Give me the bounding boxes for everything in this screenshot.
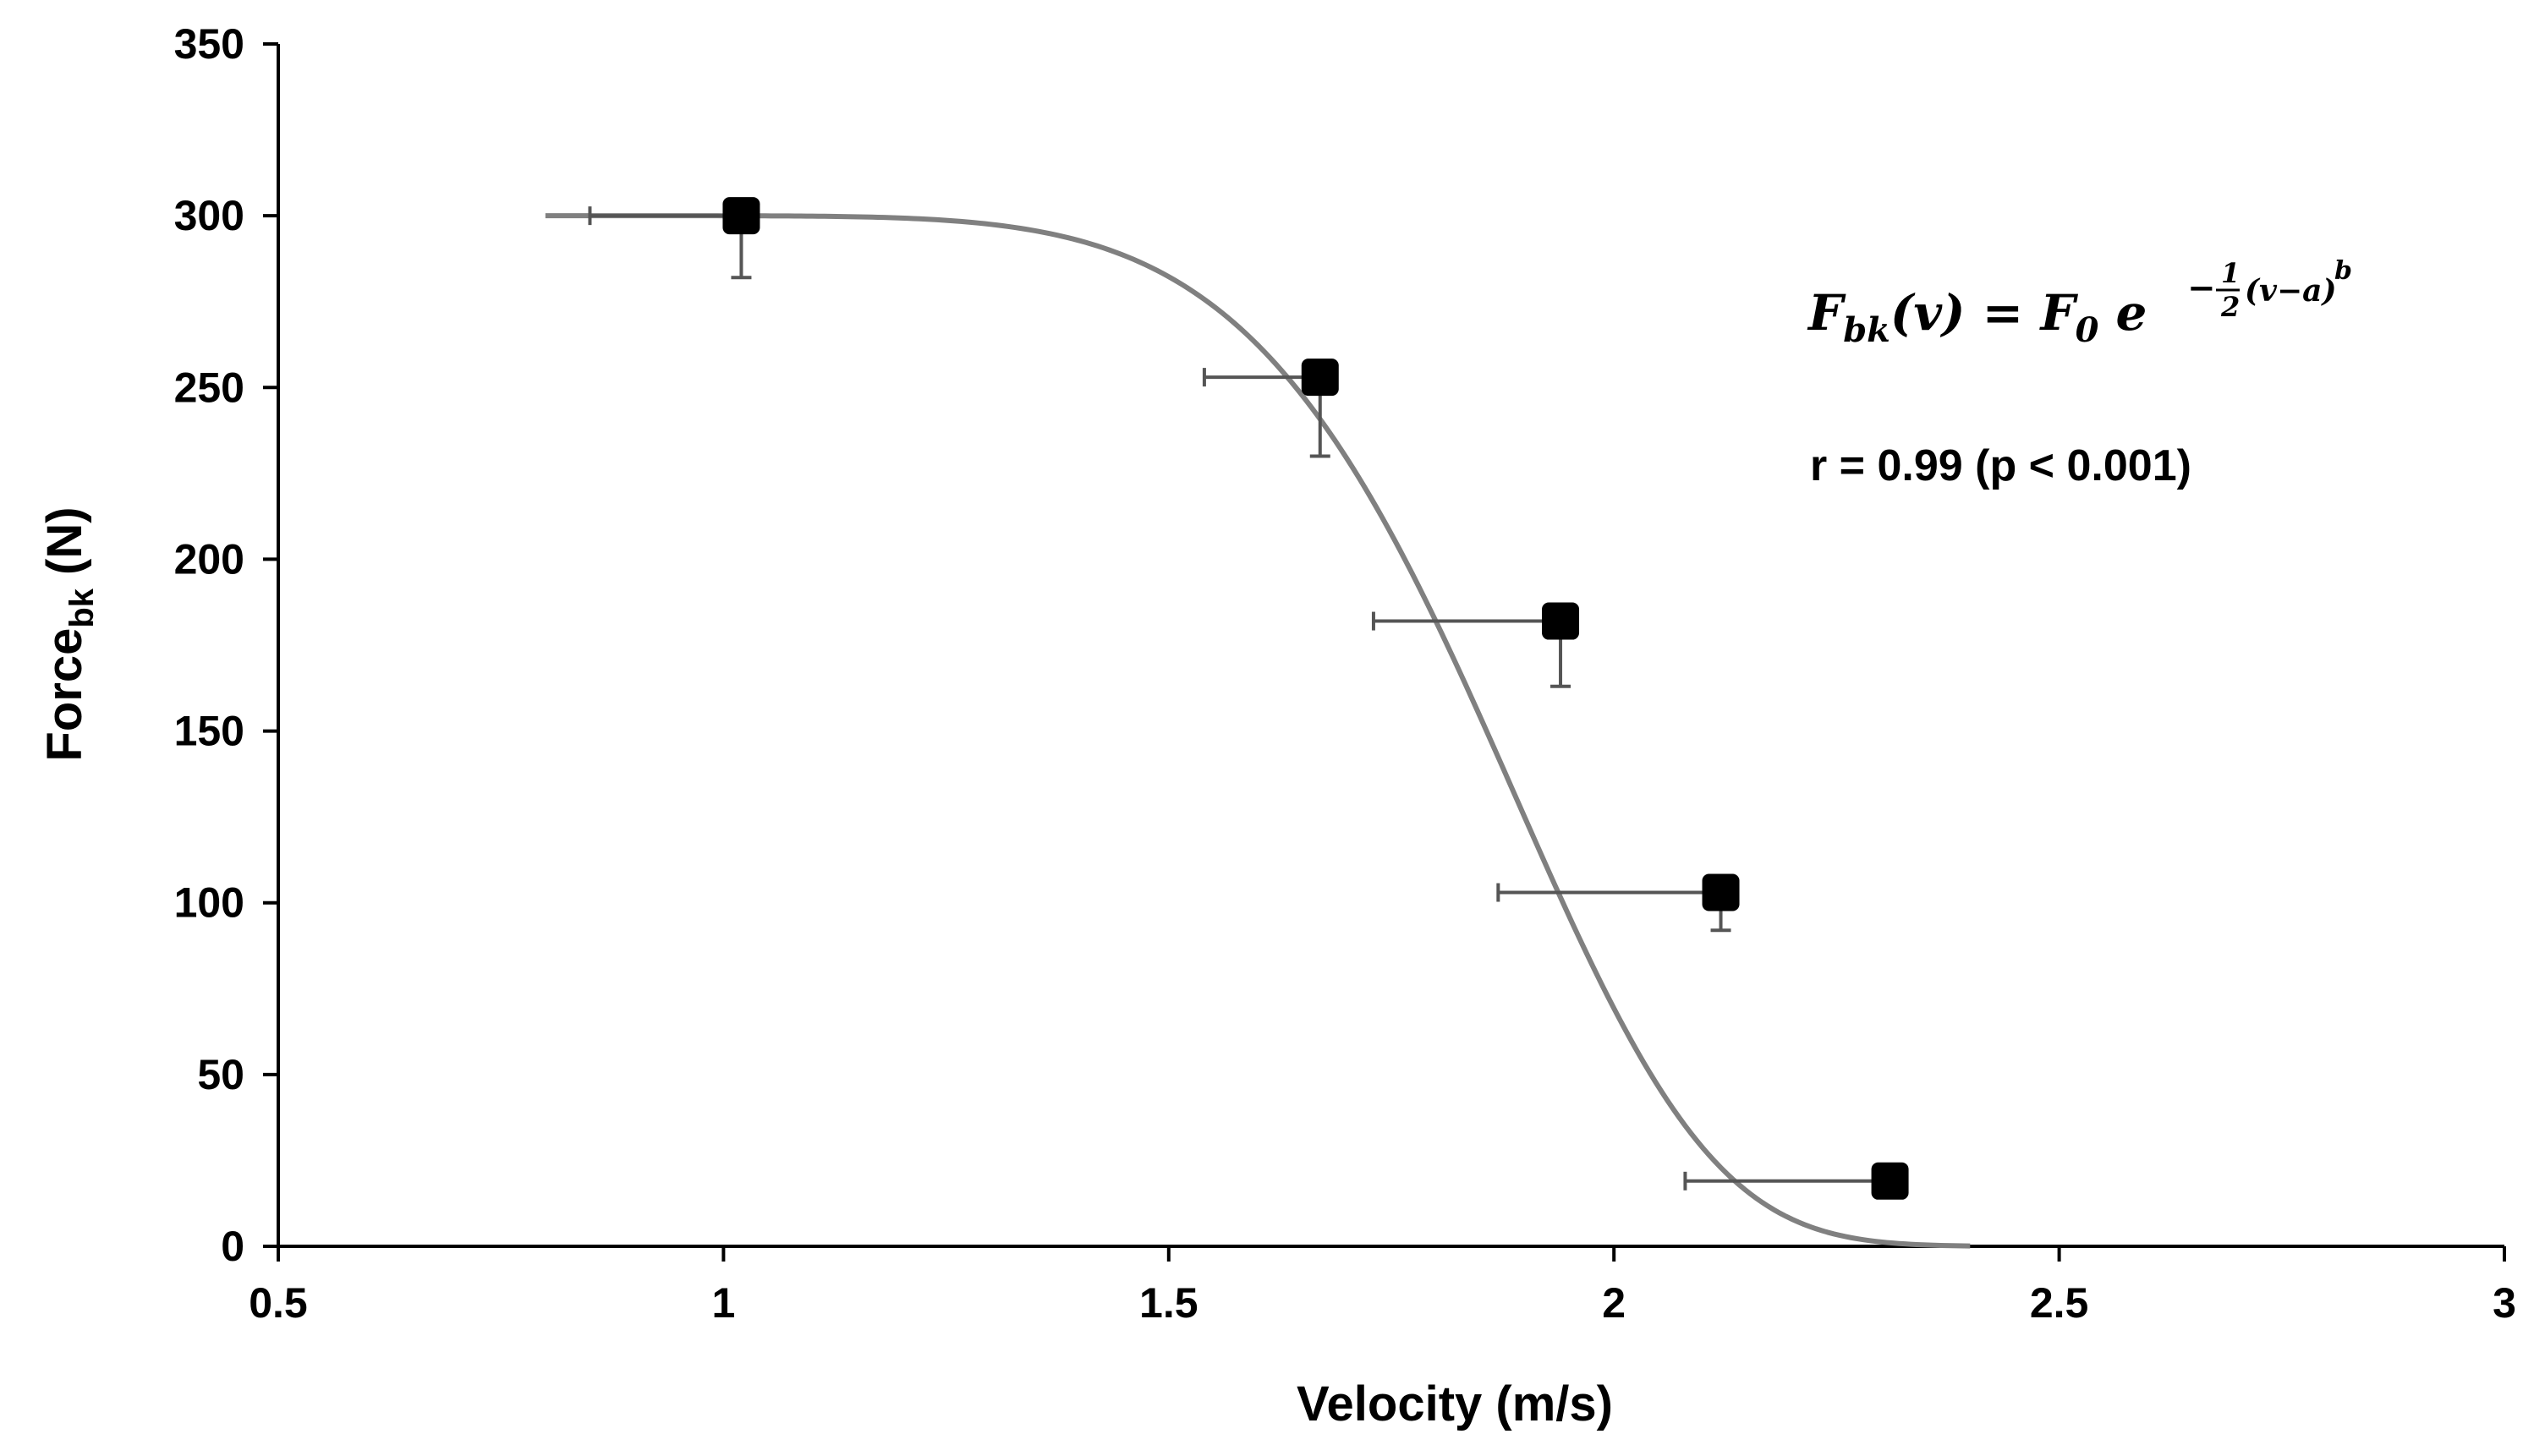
data-point: [1542, 602, 1580, 640]
eq-lhs-subscript: bk: [1843, 310, 1890, 350]
equation-annotation: Fbk(v) = F0 e − 1 2 (v−a) b: [1807, 256, 2352, 350]
y-axis-title-subscript: bk: [63, 588, 101, 627]
axes: [277, 44, 2504, 1248]
y-tick-label: 300: [174, 192, 244, 239]
fit-curve-group: [545, 213, 1971, 1249]
y-tick-label: 200: [174, 535, 244, 583]
y-tick-label: 0: [221, 1223, 244, 1270]
y-axis-title: Forcebk (N): [37, 506, 101, 761]
error-bars: [588, 206, 1890, 1191]
y-tick-label: 250: [174, 364, 244, 411]
data-point: [1301, 359, 1339, 397]
y-axis-title-main: Force: [37, 628, 92, 762]
x-axis-title: Velocity (m/s): [1297, 1377, 1613, 1431]
y-tick-label: 100: [174, 879, 244, 927]
eq-exponent-power: b: [2334, 256, 2352, 286]
fit-curve: [545, 213, 1971, 1249]
data-points: [722, 197, 1909, 1200]
y-ticks: 0 50 100 150 200 250 300 350: [174, 20, 278, 1270]
eq-lhs-argument: (v) =: [1890, 284, 2041, 342]
x-tick-label: 3: [2493, 1279, 2516, 1327]
x-ticks: 0.5 1 1.5 2 2.5 3: [249, 1246, 2516, 1327]
eq-rhs-subscript: 0: [2076, 310, 2099, 350]
y-axis-title-unit: (N): [37, 506, 92, 575]
data-point: [722, 197, 760, 235]
x-tick-label: 0.5: [249, 1279, 308, 1327]
y-tick-label: 150: [174, 708, 244, 755]
eq-lhs-f: F: [1807, 284, 1846, 342]
y-tick-label: 350: [174, 20, 244, 68]
y-tick-label: 50: [197, 1051, 244, 1098]
x-tick-label: 2.5: [2030, 1279, 2089, 1327]
eq-exponent-argument: (v−a): [2245, 273, 2336, 309]
eq-fraction-denominator: 2: [2220, 291, 2240, 323]
data-point: [1702, 873, 1740, 911]
eq-exponent-minus: −: [2187, 268, 2216, 308]
x-tick-label: 1.5: [1139, 1279, 1198, 1327]
eq-base-e: e: [2115, 284, 2147, 342]
x-tick-label: 2: [1602, 1279, 1626, 1327]
svg-text:Fbk(v) = F0e: Fbk(v) = F0 e: [1807, 284, 2147, 350]
eq-fraction-numerator: 1: [2221, 257, 2240, 289]
data-point: [1871, 1162, 1909, 1200]
x-tick-label: 1: [711, 1279, 735, 1327]
stats-annotation: r = 0.99 (p < 0.001): [1810, 441, 2191, 490]
eq-rhs-f: F: [2038, 284, 2078, 342]
